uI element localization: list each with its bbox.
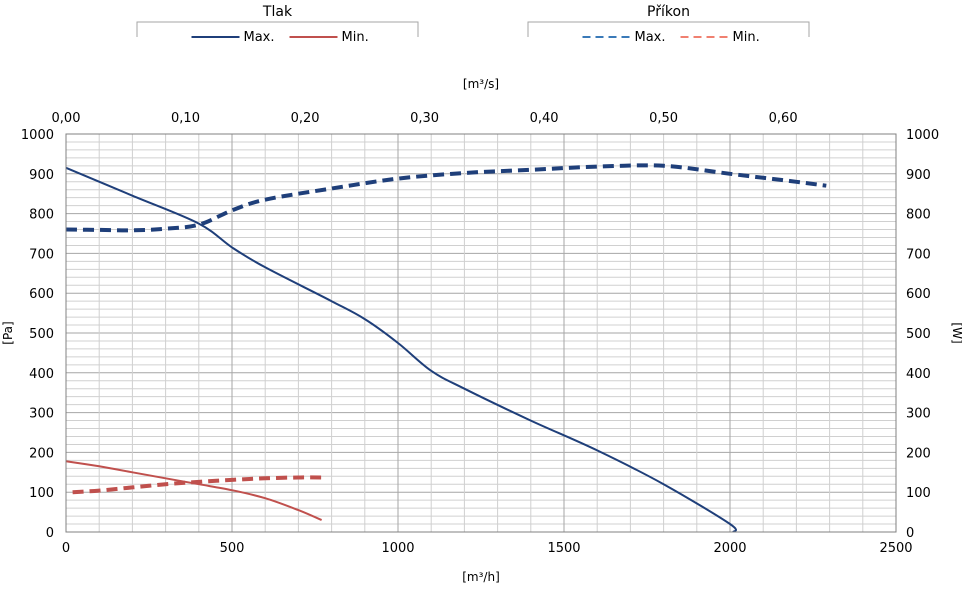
y-left-tick-label: 100 (29, 486, 54, 501)
y-right-tick-label: 1000 (906, 128, 939, 143)
y-right-axis-title: [W] (950, 322, 962, 343)
y-right-ticks: 0 100 200 300 400 500 600 700 800 900 1000 (906, 128, 939, 541)
x-bottom-tick-label: 2000 (713, 541, 746, 556)
x-bottom-ticks: 0 500 1000 1500 2000 2500 (62, 541, 913, 556)
y-left-tick-label: 0 (46, 526, 54, 541)
x-top-tick-label: 0,20 (291, 111, 320, 126)
y-right-tick-label: 700 (906, 247, 931, 262)
y-right-tick-label: 300 (906, 407, 931, 422)
legend-label: Min. (733, 30, 760, 45)
x-bottom-tick-label: 0 (62, 541, 70, 556)
legend-group-title: Tlak (262, 4, 293, 20)
y-left-tick-label: 1000 (21, 128, 54, 143)
legend-group-2: Příkon Max. Min. (527, 4, 810, 45)
axes: 0 500 1000 1500 2000 2500 0,00 0,10 0,20 0,30 0,4… (1, 77, 962, 584)
legend-label: Min. (342, 30, 369, 45)
y-left-tick-label: 700 (29, 247, 54, 262)
legend-group-1: Tlak Max. Min. (136, 4, 419, 45)
legend-group-title: Příkon (647, 4, 690, 20)
y-right-tick-label: 400 (906, 367, 931, 382)
grid (65, 133, 897, 533)
x-bottom-tick-label: 1000 (381, 541, 414, 556)
legend-bracket (527, 21, 810, 37)
x-bottom-tick-label: 1500 (547, 541, 580, 556)
legend-bracket (136, 21, 419, 37)
legend-label: Max. (244, 30, 275, 45)
y-right-tick-label: 500 (906, 327, 931, 342)
y-left-tick-label: 600 (29, 287, 54, 302)
y-left-tick-label: 400 (29, 367, 54, 382)
x-bottom-axis-title: [m³/h] (462, 570, 500, 584)
y-left-tick-label: 900 (29, 168, 54, 183)
series-line-tlak-min (65, 460, 323, 522)
y-left-tick-label: 500 (29, 327, 54, 342)
x-bottom-tick-label: 2500 (879, 541, 912, 556)
y-left-tick-label: 800 (29, 208, 54, 223)
x-top-tick-label: 0,30 (410, 111, 439, 126)
x-bottom-tick-label: 500 (220, 541, 245, 556)
legend-label: Max. (635, 30, 666, 45)
x-top-axis-title: [m³/s] (463, 77, 499, 91)
y-left-tick-label: 300 (29, 407, 54, 422)
y-right-tick-label: 0 (906, 526, 914, 541)
series-line-tlak-max (65, 166, 738, 533)
plot-frame (65, 133, 897, 533)
legend: Tlak Max. Min. Příkon Max. Min. (136, 4, 810, 45)
y-right-tick-label: 100 (906, 486, 931, 501)
y-right-tick-label: 600 (906, 287, 931, 302)
x-top-ticks: 0,00 0,10 0,20 0,30 0,40 0,50 0,60 (52, 111, 798, 126)
y-right-tick-label: 900 (906, 168, 931, 183)
x-top-tick-label: 0,50 (649, 111, 678, 126)
y-right-tick-label: 800 (906, 208, 931, 223)
x-top-tick-label: 0,00 (52, 111, 81, 126)
series-line-prikon-min (72, 475, 322, 495)
y-right-tick-label: 200 (906, 446, 931, 461)
x-top-tick-label: 0,40 (530, 111, 559, 126)
series-line-prikon-max (65, 163, 827, 233)
y-left-tick-label: 200 (29, 446, 54, 461)
x-top-tick-label: 0,60 (769, 111, 798, 126)
series-layer (65, 163, 827, 533)
y-left-axis-title: [Pa] (1, 321, 15, 344)
x-top-tick-label: 0,10 (171, 111, 200, 126)
y-left-ticks: 0 100 200 300 400 500 600 700 800 900 1000 (21, 128, 54, 541)
